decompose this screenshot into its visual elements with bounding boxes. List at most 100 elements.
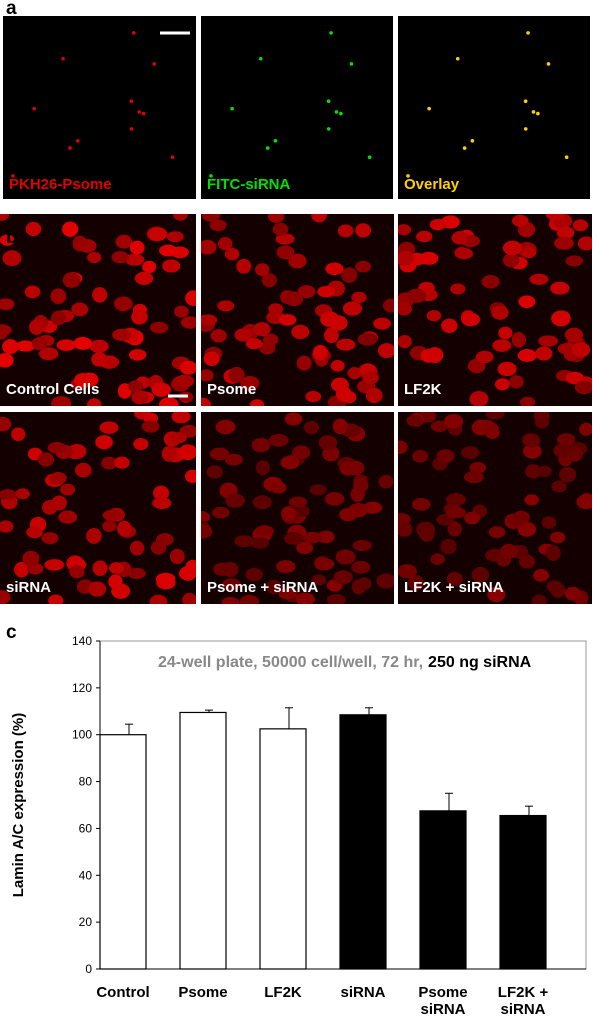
nucleus (487, 586, 506, 603)
nucleus (169, 548, 185, 565)
nucleus (288, 496, 308, 508)
nucleus (50, 310, 67, 326)
nucleus (108, 574, 123, 589)
nucleus (73, 336, 93, 350)
particle (470, 139, 475, 143)
image-caption: LF2K (404, 381, 442, 398)
nucleus (182, 592, 196, 604)
micrograph (201, 412, 394, 604)
micrograph (398, 214, 592, 406)
nucleus (218, 237, 233, 251)
nucleus (209, 219, 227, 232)
nucleus (62, 272, 81, 288)
nucleus (222, 561, 239, 578)
nucleus (463, 471, 484, 484)
nucleus (312, 344, 328, 361)
nucleus (201, 239, 217, 255)
nucleus (567, 446, 583, 462)
nucleus (317, 530, 335, 544)
nucleus (115, 234, 133, 249)
nucleus (171, 412, 191, 424)
nucleus (507, 514, 526, 527)
nucleus (211, 506, 230, 519)
nucleus (579, 493, 592, 509)
particle (326, 99, 331, 104)
nucleus (469, 461, 487, 474)
nucleus (330, 360, 345, 372)
nucleus (86, 528, 102, 544)
nucleus (426, 310, 442, 322)
nucleus (113, 296, 133, 312)
nucleus (0, 214, 10, 221)
nucleus (49, 471, 67, 485)
nucleus (323, 327, 339, 344)
nucleus (159, 244, 178, 257)
nucleus (280, 455, 300, 470)
nucleus (222, 578, 241, 591)
nucleus (142, 260, 157, 274)
micrograph (0, 412, 196, 604)
nucleus (89, 339, 109, 353)
nucleus (266, 579, 282, 595)
micrograph (398, 16, 590, 199)
nucleus (461, 446, 480, 459)
micrograph (398, 412, 592, 604)
image-caption: Psome + siRNA (207, 579, 318, 596)
particle (209, 174, 213, 178)
nucleus (127, 567, 146, 579)
nucleus (303, 531, 322, 544)
nucleus (263, 333, 279, 346)
nucleus (51, 495, 67, 511)
nucleus (464, 511, 481, 525)
nucleus (352, 539, 372, 552)
nucleus (502, 240, 523, 256)
nucleus (0, 416, 12, 432)
y-tick-label: 100 (72, 728, 92, 742)
nucleus (224, 453, 243, 466)
nucleus (11, 427, 26, 442)
nucleus (221, 597, 240, 604)
nucleus (531, 594, 547, 604)
nucleus (249, 399, 265, 406)
particle (273, 139, 278, 143)
nucleus (398, 564, 417, 579)
bar (419, 810, 467, 970)
nucleus (508, 375, 524, 389)
nucleus (234, 535, 254, 548)
nucleus (303, 420, 320, 435)
micrograph (201, 214, 394, 406)
nucleus (436, 513, 455, 526)
particle (329, 31, 333, 35)
nucleus (281, 506, 297, 522)
nucleus (336, 338, 356, 351)
nucleus (284, 291, 304, 307)
nucleus (356, 577, 372, 591)
nucleus (228, 366, 245, 383)
nucleus (0, 352, 14, 368)
nucleus (494, 378, 510, 391)
nucleus (245, 567, 263, 582)
nucleus (441, 318, 458, 334)
subtitle-emphasis: 250 ng siRNA (428, 654, 532, 671)
particle (427, 106, 431, 111)
nucleus (201, 511, 211, 523)
nucleus (174, 305, 189, 318)
nucleus (538, 335, 559, 347)
nucleus (51, 396, 72, 406)
nucleus (492, 339, 512, 352)
nucleus (447, 521, 463, 537)
nucleus (335, 549, 356, 565)
nucleus (471, 566, 490, 583)
nucleus (60, 483, 76, 496)
x-tick-label: Control (96, 984, 150, 1001)
y-tick-label: 20 (79, 915, 93, 929)
nucleus (339, 508, 358, 522)
nucleus (174, 374, 195, 388)
nucleus (398, 521, 413, 537)
nuclei (398, 412, 592, 604)
nucleus (333, 570, 353, 585)
nucleus (276, 245, 295, 260)
nucleus (429, 219, 447, 231)
nucleus (206, 465, 223, 479)
